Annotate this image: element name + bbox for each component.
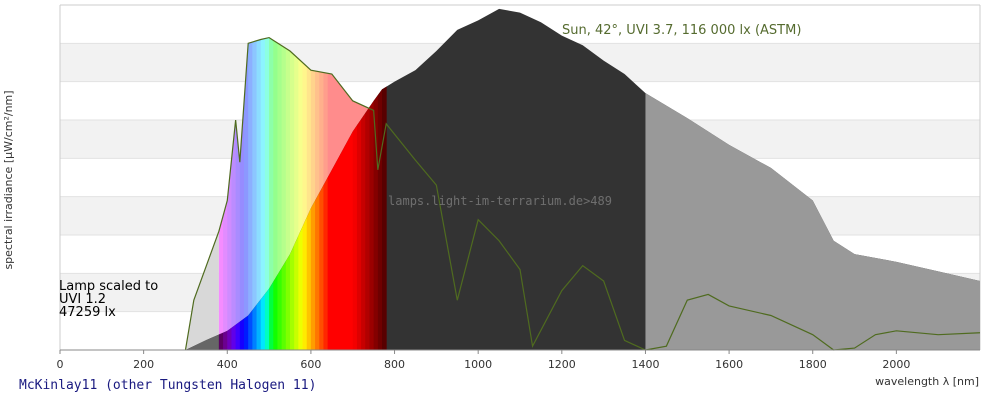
spectrum-strip [252, 37, 258, 350]
lamp-annotation: UVI 1.2 [59, 292, 106, 307]
y-axis-label: spectral irradiance [µW/cm²/nm] [2, 90, 15, 269]
x-tick-label: 1600 [715, 358, 743, 371]
spectrum-strip [269, 37, 274, 350]
spectrum-strip [298, 37, 304, 350]
x-tick-label: 800 [384, 358, 405, 371]
spectrum-strip [248, 37, 253, 350]
chart-title: McKinlay11 (other Tungsten Halogen 11) [19, 378, 316, 393]
lamp-annotation: 47259 lx [59, 305, 116, 320]
spectrum-strip [377, 8, 383, 350]
x-tick-label: 2000 [882, 358, 910, 371]
spectrum-strip [290, 37, 295, 350]
x-tick-label: 0 [57, 358, 64, 371]
spectrum-strip [277, 37, 283, 350]
spectrum-strip [227, 37, 232, 350]
spectrum-strip [260, 37, 266, 350]
lamp-annotation: Lamp scaled to [59, 279, 158, 294]
x-tick-label: 1400 [631, 358, 659, 371]
x-tick-label: 1800 [799, 358, 827, 371]
spectrum-strip [369, 8, 375, 350]
spectrum-strip [231, 37, 237, 350]
spectrum-strip [273, 37, 278, 350]
spectrum-strip [348, 8, 354, 350]
spectrum-strip [239, 37, 245, 350]
x-tick-label: 200 [133, 358, 154, 371]
spectrum-strip [361, 8, 366, 350]
sun-annotation: Sun, 42°, UVI 3.7, 116 000 lx (ASTM) [562, 23, 801, 38]
spectrum-strip [256, 37, 262, 350]
spectrum-strip [340, 8, 345, 350]
spectrum-strip [315, 37, 320, 350]
x-tick-label: 1000 [464, 358, 492, 371]
spectrum-strip [331, 8, 337, 350]
spectrum-strip [356, 8, 362, 350]
x-tick-label: 600 [300, 358, 321, 371]
watermark: lamps.light-im-terrarium.de>489 [388, 194, 612, 208]
spectrum-strip [281, 37, 287, 350]
x-tick-label: 400 [217, 358, 238, 371]
spectrum-strip [344, 8, 350, 350]
sun-line [184, 36, 981, 351]
spectrum-strip [310, 37, 316, 350]
x-tick-label: 1200 [548, 358, 576, 371]
spectrum-strip [244, 37, 249, 350]
spectrum-strip [336, 8, 341, 350]
spectrum-strip [327, 8, 333, 350]
spectrum-strip [352, 8, 358, 350]
spectrum-strip [365, 8, 370, 350]
spectrum-strip [264, 37, 270, 350]
spectrum-strip [373, 8, 379, 350]
spectrum-strip [306, 37, 312, 350]
spectrum-strip [302, 37, 308, 350]
spectrum-strip [285, 37, 291, 350]
spectrum-strip [235, 37, 241, 350]
spectrum-strip [382, 8, 387, 350]
spectrum-strip [294, 37, 299, 350]
x-axis-label: wavelength λ [nm] [875, 375, 979, 388]
